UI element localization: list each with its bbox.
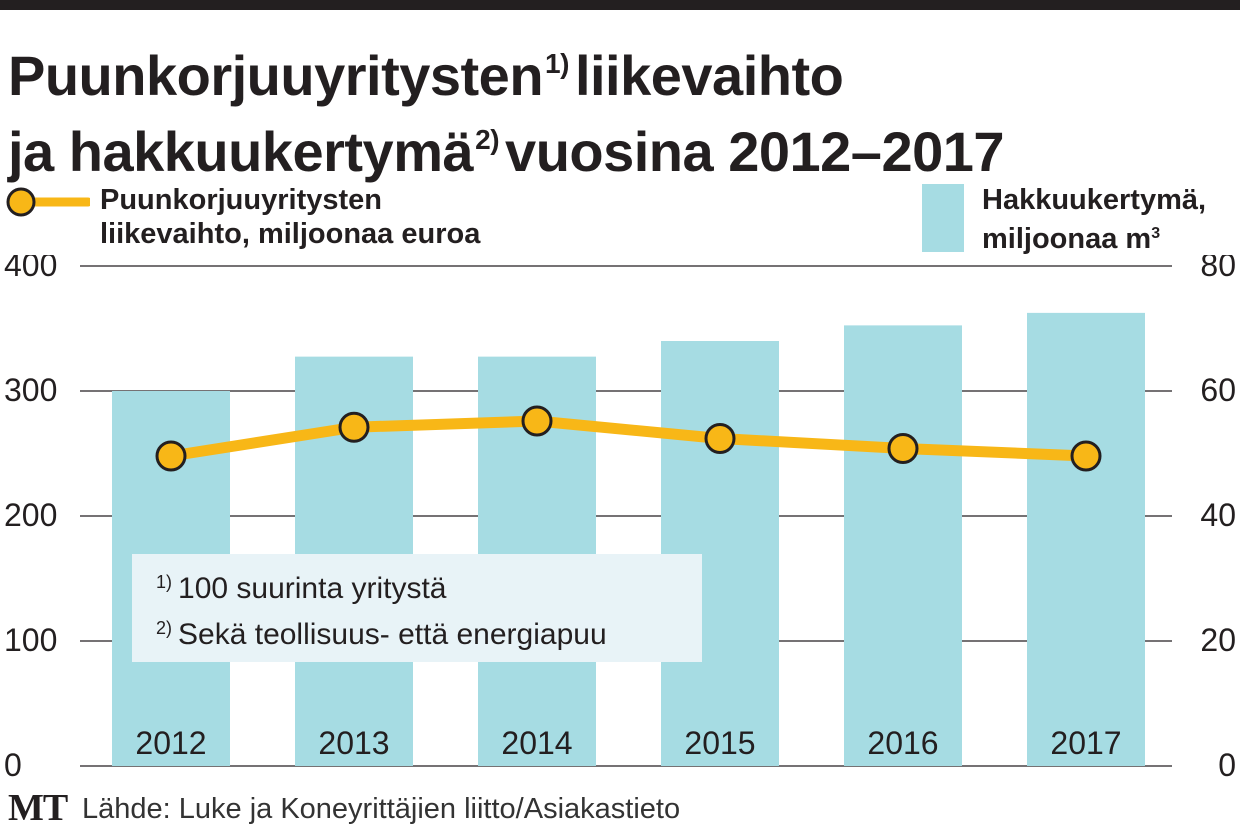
bar [844,325,962,766]
mt-logo: MT [8,787,68,829]
y-right-tick-label: 0 [1218,747,1236,783]
bar [1027,312,1145,766]
title-footnote-2: 2) [475,124,500,155]
legend-bar-label: Hakkuukertymä, miljoonaa m3 [982,184,1207,255]
line-point [704,423,736,454]
x-tick-label: 2013 [318,725,389,761]
line-point [338,411,370,443]
line-series [165,415,1092,462]
footnote-2: 2) Sekä teollisuus- että energiapuu [156,618,607,651]
line-point [521,405,553,437]
legend-line-icon [6,187,90,217]
x-tick-label: 2016 [867,725,938,761]
y-right-tick-label: 40 [1200,497,1236,533]
y-left-tick-label: 100 [4,622,57,658]
chart-title: Puunkorjuuyritysten1) liikevaihto ja hakk… [8,32,1005,184]
combo-chart: 0 100 200 300 400 0 20 40 60 80 2012 2013 2014 2015 20… [4,255,1236,783]
y-right-tick-label: 80 [1200,255,1236,283]
legend-bar-swatch [922,184,964,252]
source-text: Lähde: Luke ja Koneyrittäjien liitto/Asi… [82,793,681,825]
y-left-tick-label: 0 [4,747,22,783]
x-tick-label: 2012 [135,725,206,761]
y-left-tick-label: 200 [4,497,57,533]
title-line-2: ja hakkuukertymä2) vuosina 2012–2017 [8,120,1005,183]
title-line-1: Puunkorjuuyritysten1) liikevaihto [8,44,844,107]
title-footnote-1: 1) [545,48,569,79]
x-tick-label: 2014 [501,725,572,761]
line-point [155,440,187,472]
x-tick-label: 2017 [1050,725,1121,761]
bar [661,341,779,766]
y-left-tick-label: 400 [4,255,57,283]
legend-line-label: Puunkorjuuyritysten liikevaihto, miljoon… [100,184,481,250]
line-point [887,433,919,464]
x-tick-label: 2015 [684,725,755,761]
footnote-1: 1) 100 suurinta yritystä [156,572,447,605]
y-right-tick-label: 20 [1200,622,1236,658]
footnotes-box: 1) 100 suurinta yritystä 2) Sekä teollisuu… [132,554,702,662]
top-rule [0,0,1240,10]
line-point [1070,440,1102,472]
y-right-tick-label: 60 [1200,372,1236,408]
y-left-tick-label: 300 [4,372,57,408]
